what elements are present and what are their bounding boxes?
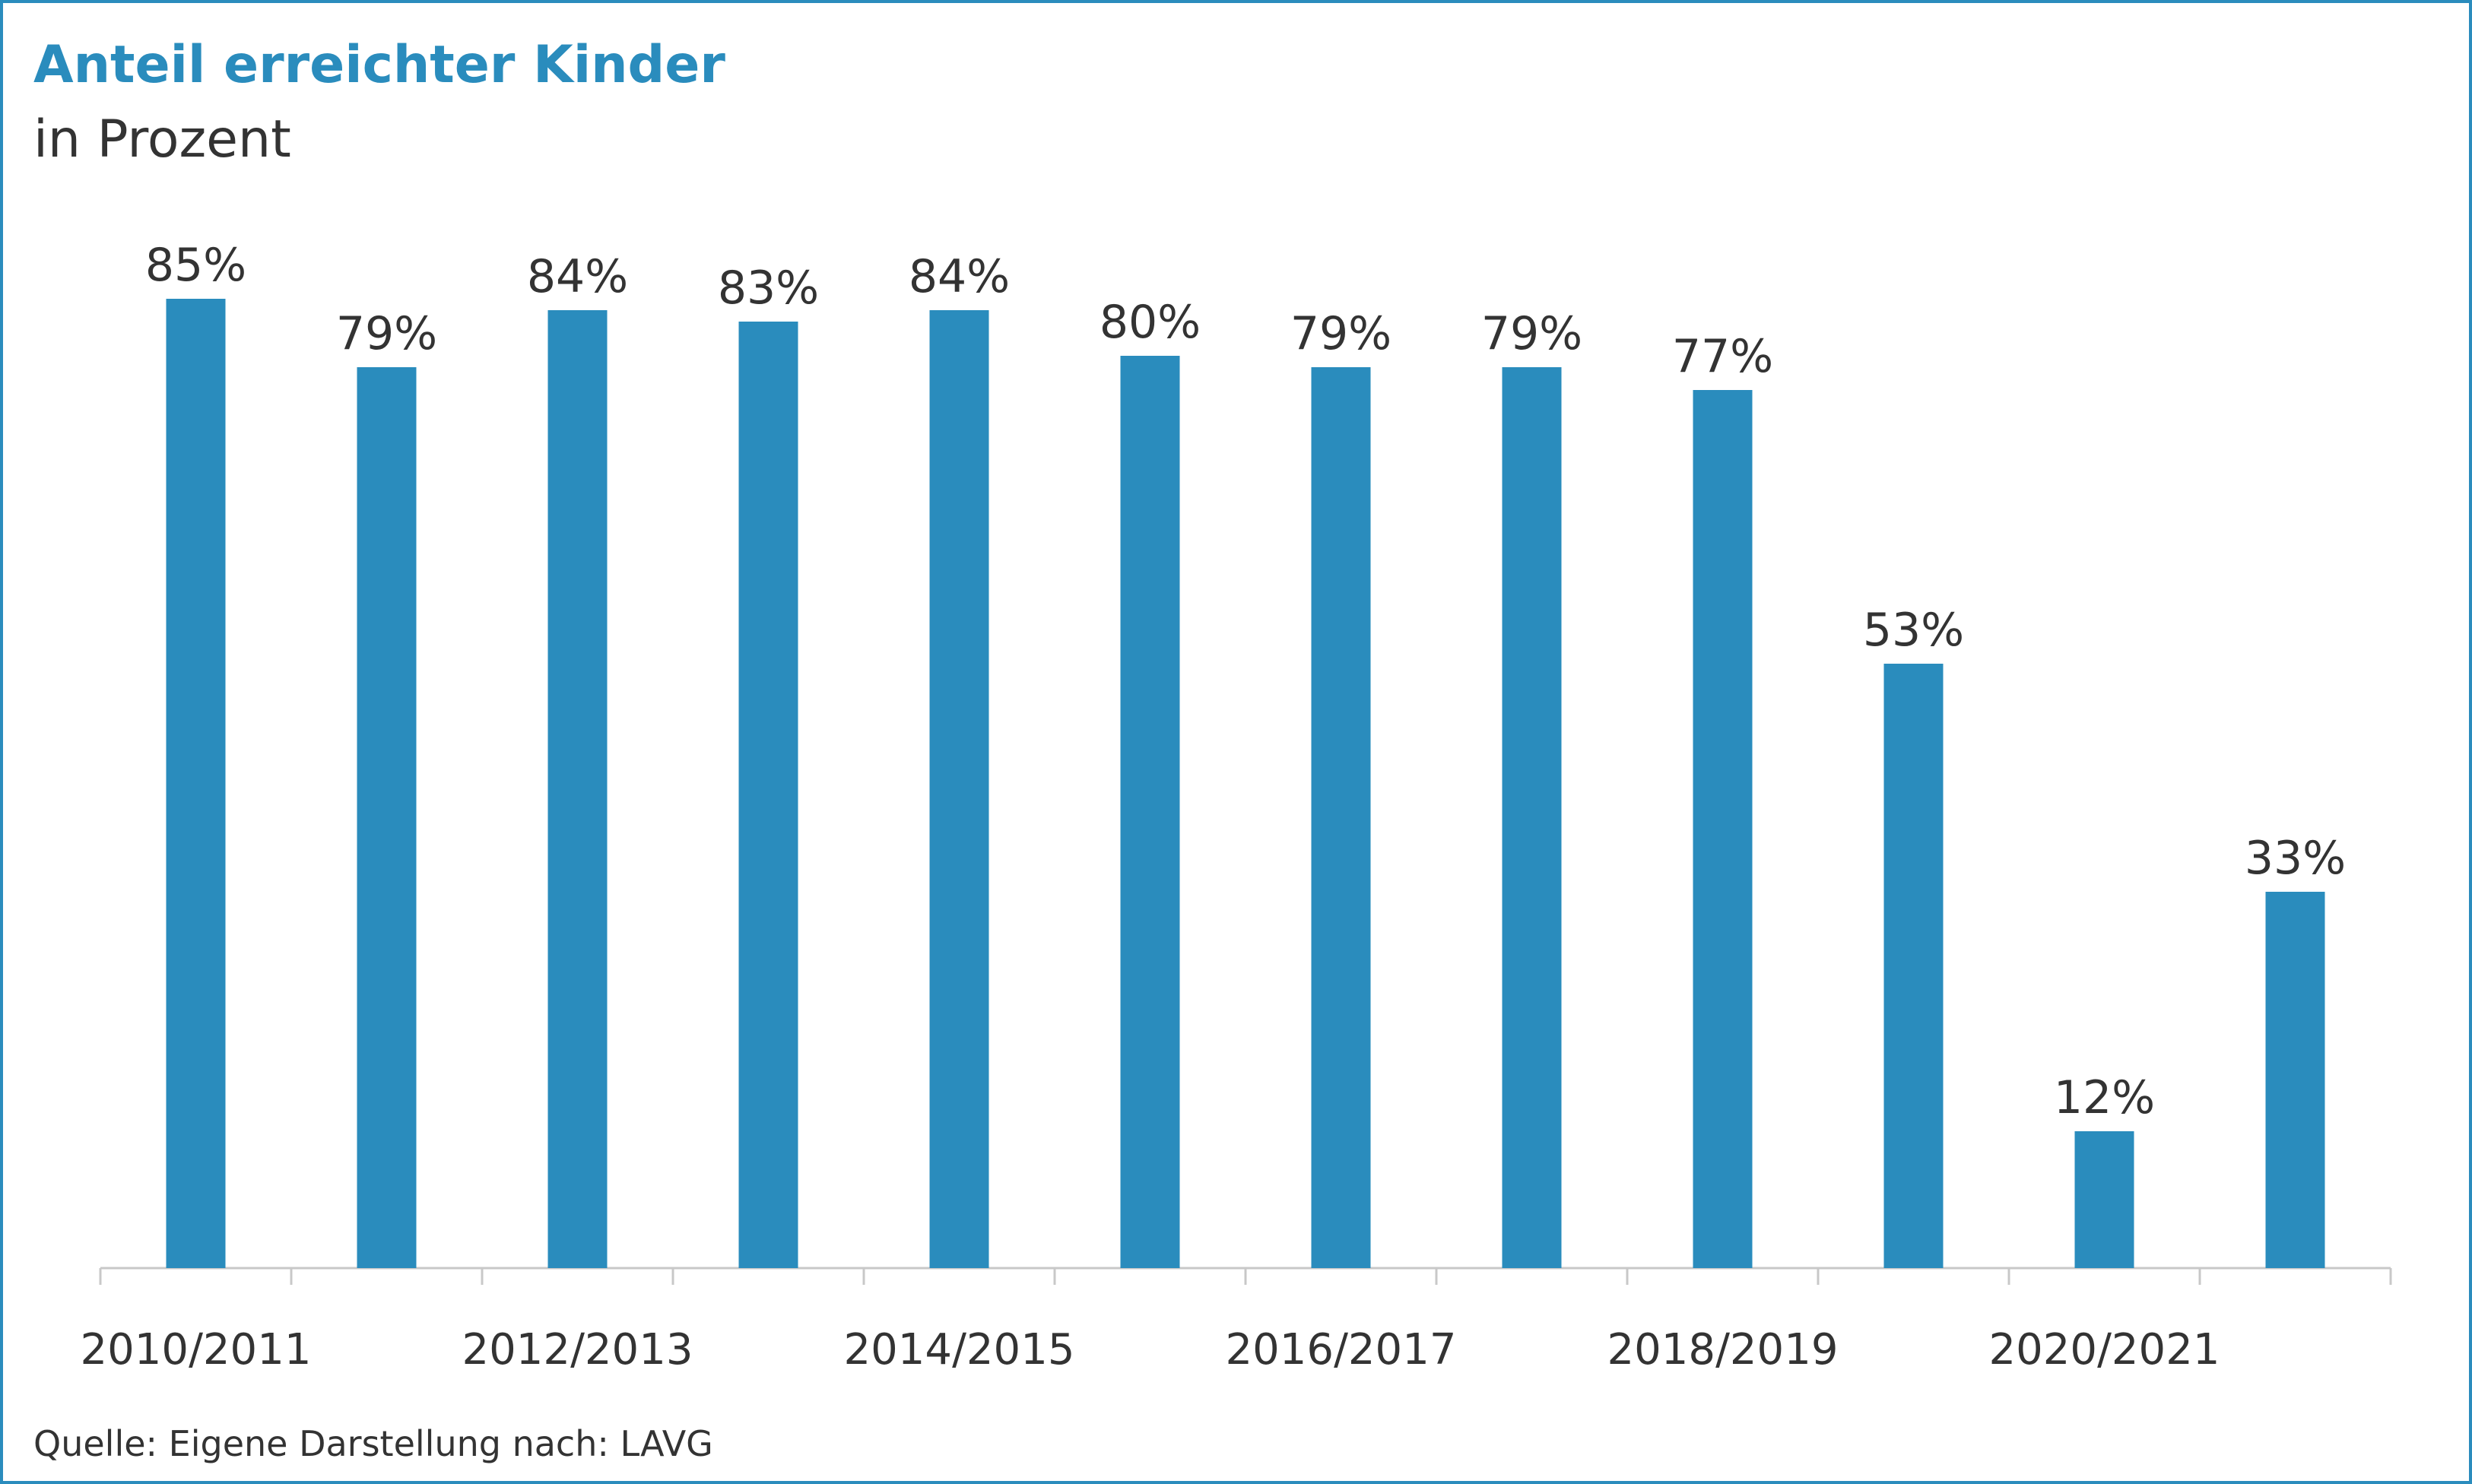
bar [1311,367,1371,1268]
data-label: 84% [527,250,628,303]
bar [547,310,608,1268]
data-label: 53% [1863,604,1964,657]
data-label: 85% [145,239,246,292]
data-label: 12% [2054,1071,2155,1124]
chart-subtitle: in Prozent [33,109,291,170]
bar [738,322,798,1268]
source-note: Quelle: Eigene Darstellung nach: LAVG [33,1423,713,1464]
x-tick-label: 2010/2011 [81,1325,312,1375]
bar [166,299,226,1268]
chart-title: Anteil erreichter Kinder [33,35,725,95]
data-label: 84% [909,250,1010,303]
bar [2074,1131,2134,1268]
data-label: 77% [1672,330,1773,383]
x-tick-label: 2012/2013 [462,1325,693,1375]
bar [2265,892,2325,1268]
bar [1883,664,1944,1268]
data-label: 80% [1100,296,1201,349]
bar [1693,390,1753,1268]
data-label: 79% [1290,307,1391,360]
bar-chart: 85% 79% 84% 83% 84% 80% 79% 79% 77% 53% 12% 33% 2010… [81,239,2392,1375]
bar [1120,356,1180,1268]
x-tick-label: 2020/2021 [1989,1325,2220,1375]
data-label: 79% [1481,307,1582,360]
x-tick-label: 2014/2015 [844,1325,1075,1375]
data-label: 79% [336,307,437,360]
bar [357,367,417,1268]
data-label: 83% [718,262,819,315]
x-tick-label: 2018/2019 [1607,1325,1839,1375]
data-label: 33% [2245,832,2346,885]
x-tick-label: 2016/2017 [1226,1325,1457,1375]
bar [1502,367,1562,1268]
bar [929,310,989,1268]
